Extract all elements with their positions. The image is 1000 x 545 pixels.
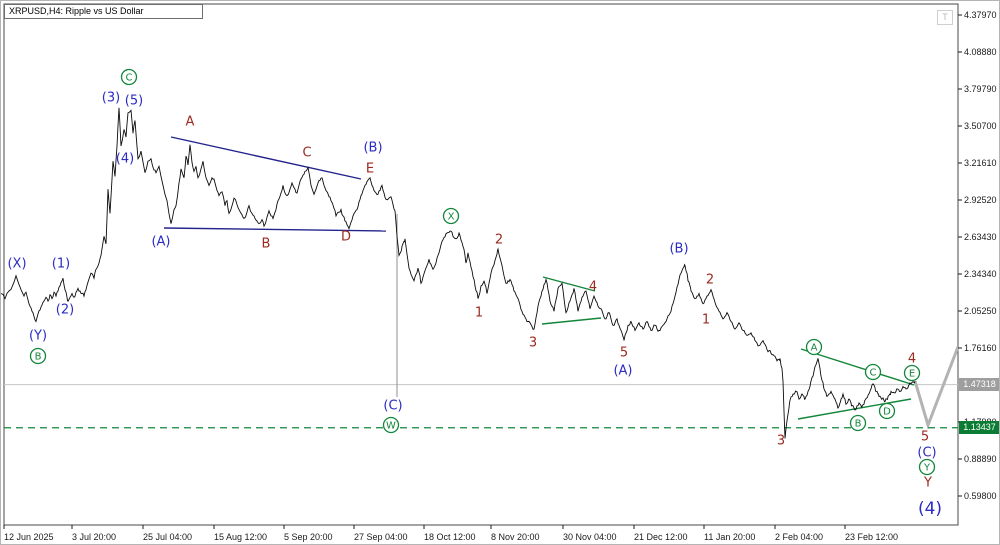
circled-wave-label[interactable]: C [126,73,133,84]
x-axis-tick-label: 3 Jul 20:00 [72,532,116,542]
wave-label-blue[interactable]: (A) [613,364,632,379]
circled-wave-marker[interactable] [442,207,460,225]
wave-label-blue[interactable]: (C) [383,399,402,414]
wave-label-red[interactable]: B [262,237,271,252]
circled-wave-label[interactable]: C [870,368,877,379]
wave-label-red[interactable]: 5 [620,346,628,361]
level-price-label: 1.13437 [959,421,999,434]
x-axis-tick-label: 23 Feb 12:00 [845,532,898,542]
circled-wave-label[interactable]: B [35,352,42,363]
wave-label-red[interactable]: 4 [589,280,597,295]
x-axis-tick-label: 21 Dec 12:00 [634,532,688,542]
x-axis-tick-label: 30 Nov 04:00 [563,532,617,542]
y-axis-tick-label: 4.37970 [964,10,997,20]
circled-wave-marker[interactable] [29,347,47,365]
wave-label-blue[interactable]: (4) [116,152,134,167]
wave-label-blue[interactable]: (B) [363,141,382,156]
trendline-blue[interactable] [170,136,362,180]
wave-label-blue[interactable]: (1) [52,257,70,272]
trendline-green[interactable] [541,317,602,325]
circled-wave-marker[interactable] [864,363,882,381]
x-axis-tick-label: 12 Jun 2025 [4,532,54,542]
wave-label-red[interactable]: 1 [702,313,710,328]
y-axis-tick-label: 1.76160 [964,343,997,353]
forecast-path[interactable] [913,346,960,430]
trendline-blue[interactable] [163,227,387,232]
circled-wave-label[interactable]: A [811,343,818,354]
circled-wave-label[interactable]: D [883,407,891,418]
y-axis-tick-label: 2.05250 [964,306,997,316]
y-axis-tick-label: 4.08880 [964,47,997,57]
circled-wave-label[interactable]: E [909,369,915,380]
circled-wave-marker[interactable] [878,402,896,420]
wave-label-blue[interactable]: (A) [151,235,170,250]
y-axis-tick-label: 2.34340 [964,269,997,279]
y-axis-tick-label: 3.79790 [964,84,997,94]
circled-wave-marker[interactable] [918,458,936,476]
x-axis-tick-label: 8 Nov 20:00 [491,532,540,542]
wave-label-red[interactable]: 4 [908,352,916,367]
wave-label-blue[interactable]: (B) [669,242,688,257]
price-curve [1,107,916,439]
wave-label-red[interactable]: 2 [495,233,503,248]
wave-label-red[interactable]: D [341,230,351,245]
wave-label-blue[interactable]: (X) [7,257,26,272]
wave-label-blue[interactable]: (5) [125,94,143,109]
wave-label-red[interactable]: 5 [921,430,929,445]
chart-title: XRPUSD,H4: Ripple vs US Dollar [4,4,203,19]
circled-wave-marker[interactable] [805,338,823,356]
x-axis-tick-label: 15 Aug 12:00 [214,532,267,542]
x-axis-tick-label: 11 Jan 20:00 [704,532,755,542]
wave-label-blue[interactable]: (3) [102,91,120,106]
wave-label-blue[interactable]: (2) [56,303,74,318]
circled-wave-label[interactable]: W [386,421,396,432]
y-axis-tick-label: 3.50700 [964,121,997,131]
x-axis-tick-label: 2 Feb 04:00 [775,532,823,542]
wave-label-red[interactable]: 3 [529,336,537,351]
trendline-green[interactable] [800,348,915,386]
trendline-green[interactable] [542,276,596,292]
circled-wave-label[interactable]: X [448,212,455,223]
tracking-indicator-icon[interactable]: T [937,10,953,25]
wave-label-red[interactable]: A [186,115,195,130]
wave-label-red[interactable]: 2 [706,273,714,288]
x-axis-tick-label: 27 Sep 04:00 [354,532,408,542]
wave-label-blue[interactable]: (Y) [29,329,47,344]
wave-label-red[interactable]: 1 [475,306,483,321]
x-axis-tick-label: 18 Oct 12:00 [424,532,476,542]
circled-wave-marker[interactable] [120,68,138,86]
circled-wave-marker[interactable] [382,416,400,434]
wave-label-red[interactable]: E [366,162,374,177]
circled-wave-label[interactable]: Y [923,463,931,474]
plot-border [3,3,959,526]
y-axis-tick-label: 3.21610 [964,158,997,168]
y-axis-tick-label: 2.63430 [964,232,997,242]
wave-label-red[interactable]: 3 [777,434,785,449]
circled-wave-label[interactable]: B [855,419,862,430]
circled-wave-marker[interactable] [903,364,921,382]
circled-wave-marker[interactable] [849,414,867,432]
y-axis-tick-label: 2.92520 [964,195,997,205]
wave-label-red[interactable]: C [302,146,311,161]
y-axis-tick-label: 0.59800 [964,491,997,501]
wave-label-red[interactable]: Y [923,476,932,491]
x-axis-tick-label: 5 Sep 20:00 [284,532,333,542]
current-price-label: 1.47318 [959,378,999,391]
y-axis-tick-label: 0.88890 [964,454,997,464]
wave-label-blue[interactable]: (C) [917,446,936,461]
wave-label-blue[interactable]: (4) [918,499,942,519]
x-axis-tick-label: 25 Jul 04:00 [143,532,192,542]
